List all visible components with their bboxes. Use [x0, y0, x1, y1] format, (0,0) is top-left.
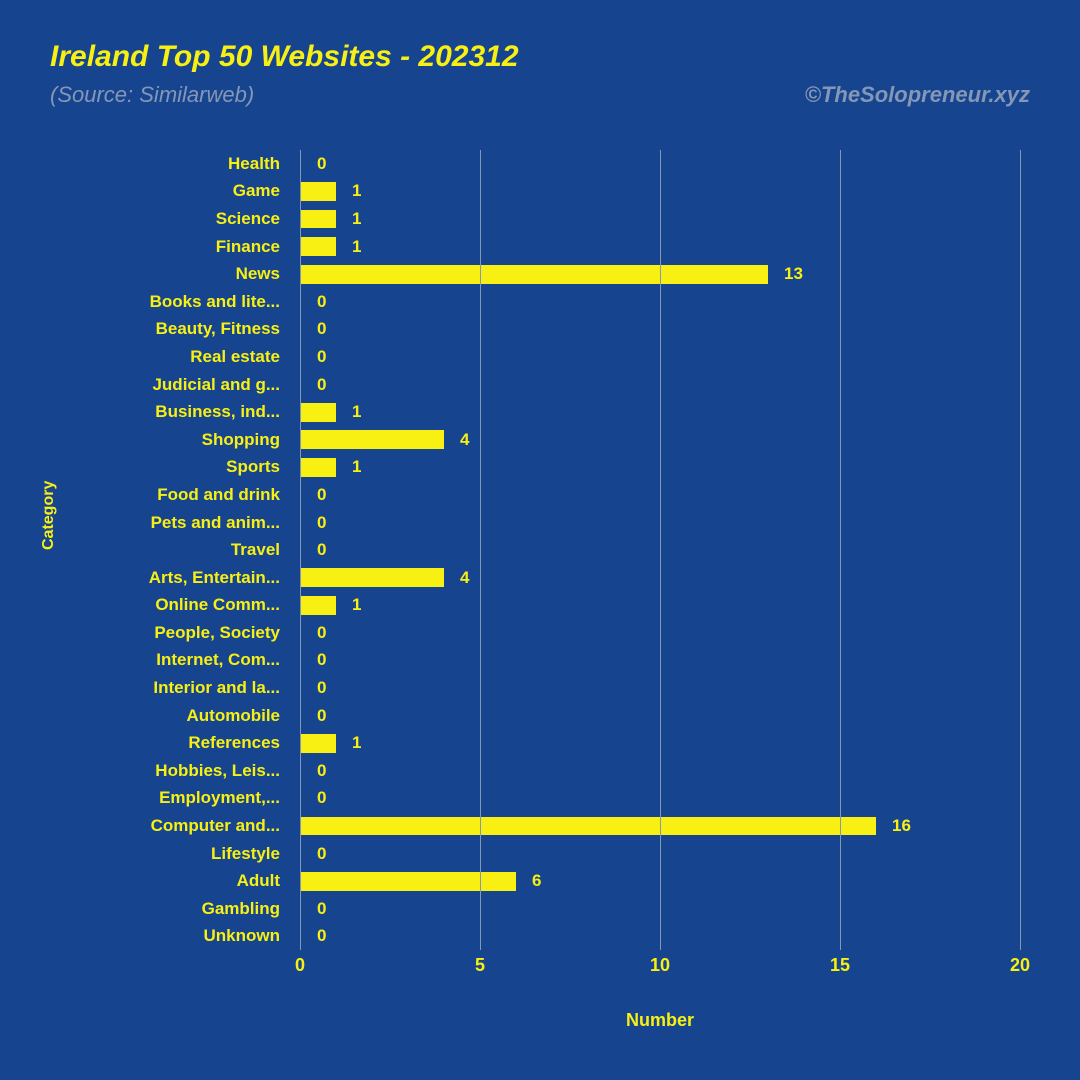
x-tick-label: 5	[475, 955, 485, 976]
y-tick-label: Food and drink	[0, 481, 290, 509]
bar-value-label: 1	[352, 733, 361, 753]
y-tick-label: Hobbies, Leis...	[0, 757, 290, 785]
y-tick-label: Real estate	[0, 343, 290, 371]
bar-value-label: 0	[317, 761, 326, 781]
chart-credit: ©TheSolopreneur.xyz	[805, 82, 1030, 108]
bar-value-label: 1	[352, 457, 361, 477]
x-tick-label: 0	[295, 955, 305, 976]
bar	[300, 210, 336, 229]
bar-value-label: 1	[352, 181, 361, 201]
chart-title: Ireland Top 50 Websites - 202312	[50, 40, 519, 74]
y-tick-label: Game	[0, 178, 290, 206]
y-tick-label: Gambling	[0, 895, 290, 923]
y-tick-label: Automobile	[0, 702, 290, 730]
bar-value-label: 0	[317, 375, 326, 395]
bar	[300, 265, 768, 284]
y-tick-label: News	[0, 260, 290, 288]
bar	[300, 430, 444, 449]
bar-value-label: 1	[352, 237, 361, 257]
y-tick-label: Interior and la...	[0, 674, 290, 702]
bar-value-label: 0	[317, 319, 326, 339]
bar-value-label: 0	[317, 513, 326, 533]
gridline	[840, 150, 841, 950]
bar-value-label: 0	[317, 292, 326, 312]
bar-value-label: 0	[317, 844, 326, 864]
y-tick-label: Internet, Com...	[0, 647, 290, 675]
bar-value-label: 13	[784, 264, 803, 284]
gridline	[480, 150, 481, 950]
bar-value-label: 6	[532, 871, 541, 891]
bar-value-label: 1	[352, 402, 361, 422]
bar	[300, 403, 336, 422]
bar	[300, 596, 336, 615]
y-tick-label: Shopping	[0, 426, 290, 454]
bar-value-label: 0	[317, 347, 326, 367]
y-tick-label: Business, ind...	[0, 398, 290, 426]
bar-value-label: 0	[317, 706, 326, 726]
y-tick-label: Health	[0, 150, 290, 178]
x-tick-label: 10	[650, 955, 670, 976]
bar-value-label: 1	[352, 595, 361, 615]
bar-value-label: 0	[317, 926, 326, 946]
bar	[300, 872, 516, 891]
bar-value-label: 4	[460, 568, 469, 588]
y-axis-ticks: HealthGameScienceFinanceNewsBooks and li…	[0, 150, 290, 950]
y-tick-label: People, Society	[0, 619, 290, 647]
chart-subtitle: (Source: Similarweb)	[50, 82, 254, 108]
y-tick-label: Travel	[0, 536, 290, 564]
bar	[300, 458, 336, 477]
y-tick-label: Pets and anim...	[0, 509, 290, 537]
bar-value-label: 16	[892, 816, 911, 836]
y-tick-label: Beauty, Fitness	[0, 316, 290, 344]
bar-value-label: 0	[317, 485, 326, 505]
y-tick-label: Lifestyle	[0, 840, 290, 868]
chart-container: Ireland Top 50 Websites - 202312 (Source…	[0, 0, 1080, 1080]
y-tick-label: Arts, Entertain...	[0, 564, 290, 592]
bar-value-label: 0	[317, 540, 326, 560]
bar	[300, 237, 336, 256]
y-tick-label: Sports	[0, 454, 290, 482]
plot-area: 0 1 1 1 13 0 0 0 0 1 4 1 0 0 0 4 1 0 0 0 0 1 0 0 16 0 6 0 0	[300, 150, 1020, 950]
y-tick-label: Adult	[0, 867, 290, 895]
y-tick-label: Finance	[0, 233, 290, 261]
bar	[300, 182, 336, 201]
x-axis-label: Number	[300, 1010, 1020, 1031]
bar	[300, 817, 876, 836]
y-tick-label: Books and lite...	[0, 288, 290, 316]
bar	[300, 734, 336, 753]
x-tick-label: 20	[1010, 955, 1030, 976]
x-axis-ticks: 05101520	[300, 955, 1020, 985]
y-tick-label: References	[0, 729, 290, 757]
y-tick-label: Employment,...	[0, 785, 290, 813]
gridline	[660, 150, 661, 950]
y-tick-label: Computer and...	[0, 812, 290, 840]
bar-value-label: 1	[352, 209, 361, 229]
x-tick-label: 15	[830, 955, 850, 976]
bar-value-label: 4	[460, 430, 469, 450]
y-tick-label: Science	[0, 205, 290, 233]
bar-value-label: 0	[317, 899, 326, 919]
y-tick-label: Judicial and g...	[0, 371, 290, 399]
gridline	[300, 150, 301, 950]
bar	[300, 568, 444, 587]
bar-value-label: 0	[317, 154, 326, 174]
bar-value-label: 0	[317, 788, 326, 808]
gridline	[1020, 150, 1021, 950]
y-tick-label: Online Comm...	[0, 592, 290, 620]
bar-value-label: 0	[317, 650, 326, 670]
bar-value-label: 0	[317, 678, 326, 698]
bar-value-label: 0	[317, 623, 326, 643]
y-tick-label: Unknown	[0, 923, 290, 951]
